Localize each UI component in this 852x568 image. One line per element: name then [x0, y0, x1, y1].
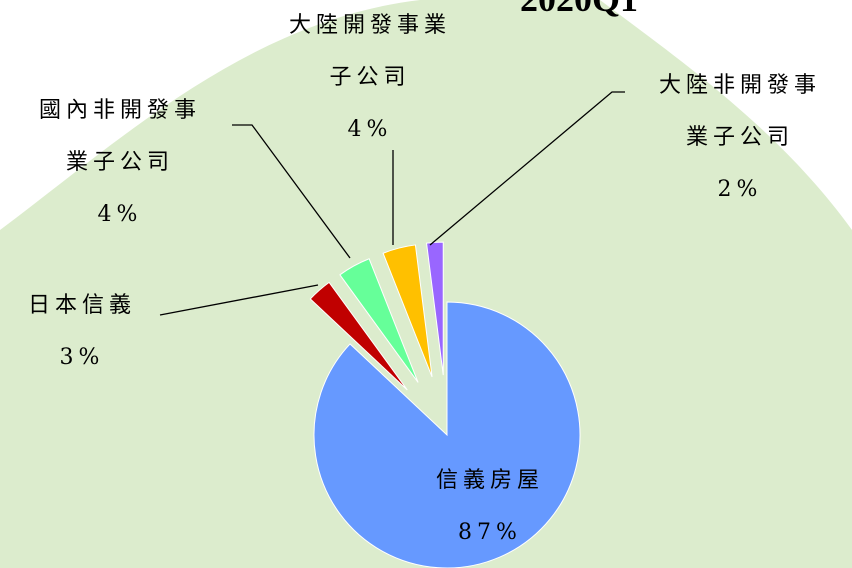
value-label: 4% — [38, 189, 202, 241]
value-label: 2% — [658, 164, 822, 216]
chart: 2020Q1 信義房屋87%日本信義3%國內非開發事業子公司4%大陸開發事業子公… — [0, 0, 852, 568]
category-label: 大陸非開發事業子公司 — [658, 60, 822, 164]
chart-title: 2020Q1 — [520, 0, 638, 20]
value-label: 4% — [288, 104, 452, 156]
value-label: 3% — [0, 332, 164, 384]
category-label: 國內非開發事業子公司 — [38, 85, 202, 189]
value-label: 87% — [408, 507, 572, 559]
category-label: 信義房屋 — [408, 455, 572, 507]
category-label: 大陸開發事業子公司 — [288, 0, 452, 104]
category-label: 日本信義 — [0, 280, 164, 332]
